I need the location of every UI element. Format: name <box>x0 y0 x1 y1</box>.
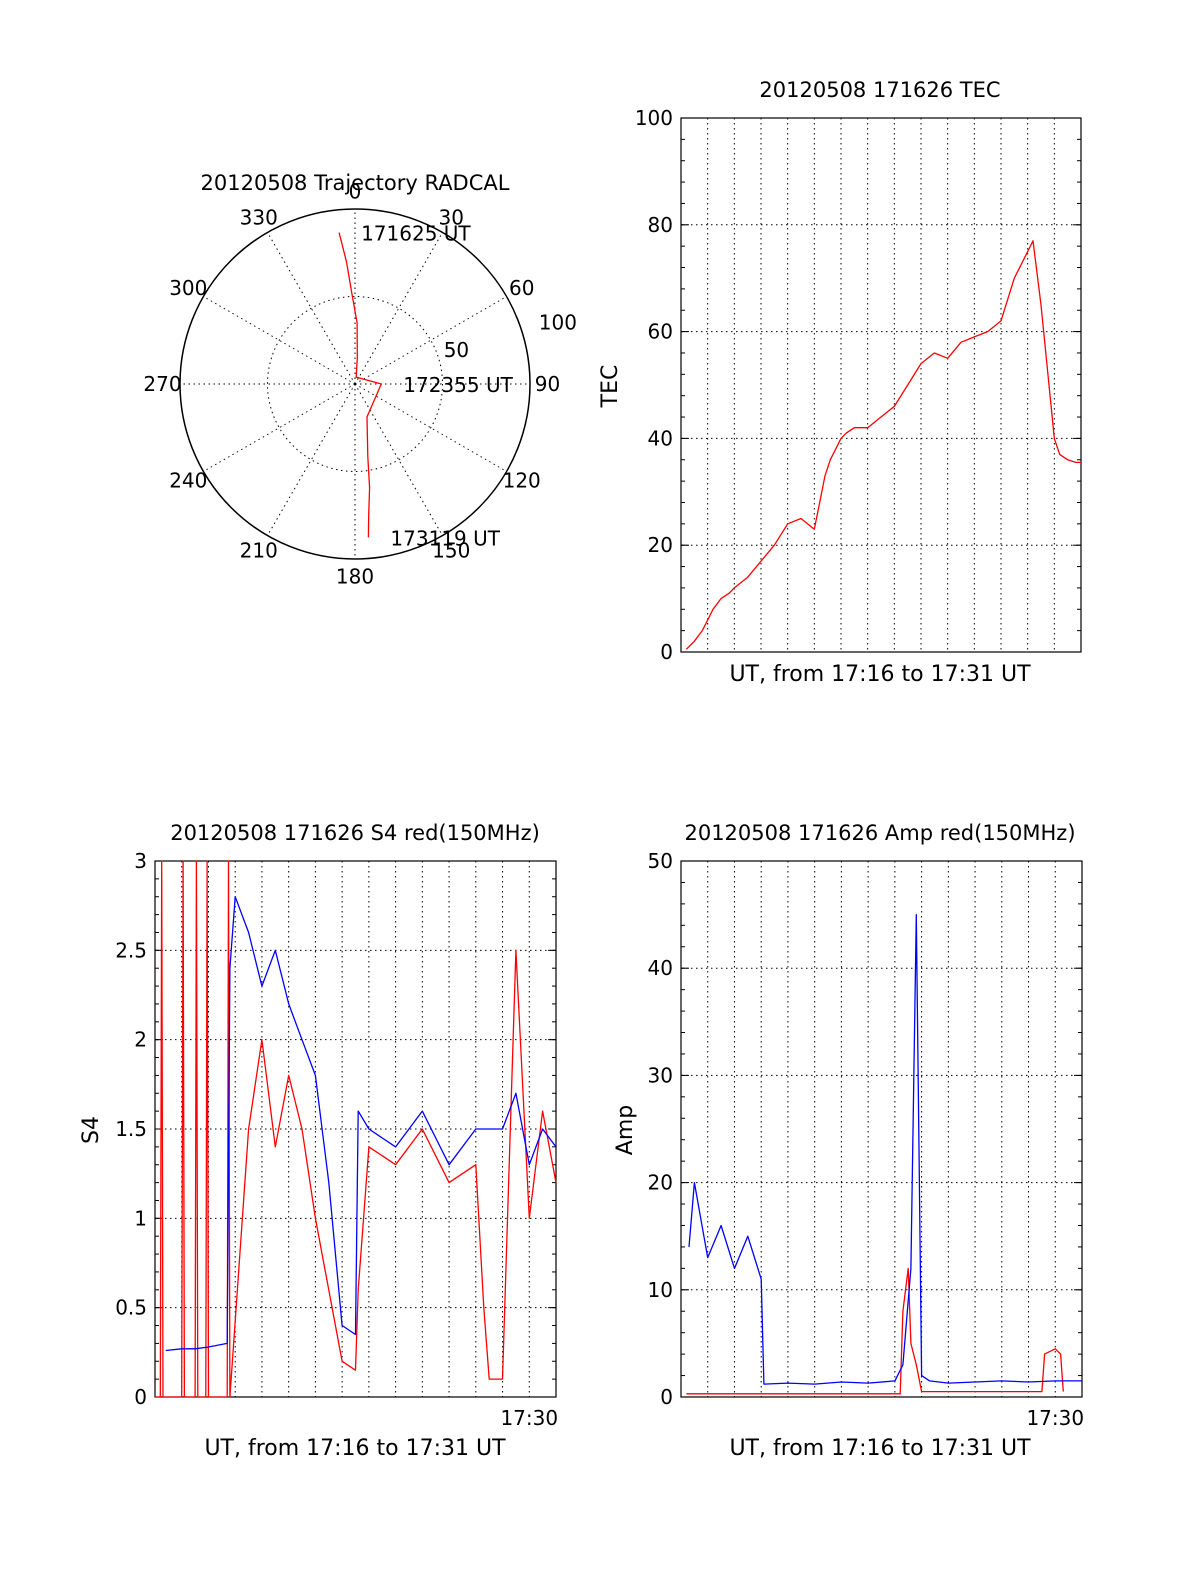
amp-ytick-label: 10 <box>648 1278 673 1302</box>
amp-ytick-label: 30 <box>648 1063 673 1087</box>
polar-angle-label: 240 <box>169 468 207 492</box>
amp-series-line <box>686 1267 1064 1395</box>
trajectory-polar-chart: 20120508 Trajectory RADCAL 0 30 60 90 120 150… <box>143 171 577 589</box>
amp-ytick-label: 0 <box>660 1385 673 1409</box>
tec-ytick-label: 80 <box>648 213 673 237</box>
tec-x-axis-label: UT, from 17:16 to 17:31 UT <box>729 662 1031 687</box>
polar-spoke-240 <box>203 383 356 472</box>
s4-xtick-label: 17:30 <box>500 1406 558 1430</box>
s4-ytick-label: 1.5 <box>115 1117 147 1141</box>
polar-angle-label: 270 <box>143 372 181 396</box>
s4-plot-frame <box>154 860 557 1398</box>
tec-plot-frame <box>680 117 1082 653</box>
amp-title: 20120508 171626 Amp red(150MHz) <box>684 821 1075 845</box>
s4-ytick-label: 3 <box>134 849 147 873</box>
s4-ytick-label: 2 <box>134 1028 147 1052</box>
polar-spoke-30 <box>354 232 443 385</box>
s4-chart: 20120508 171626 S4 red(150MHz) UT, from … <box>79 821 558 1461</box>
s4-x-axis-label: UT, from 17:16 to 17:31 UT <box>204 1436 506 1461</box>
trajectory-time-annotation: 172355 UT <box>403 373 513 397</box>
polar-spoke-150 <box>354 383 443 536</box>
polar-outer-ring <box>179 208 531 560</box>
polar-angle-label: 90 <box>535 372 560 396</box>
s4-series-line <box>165 896 557 1352</box>
amp-ytick-label: 20 <box>648 1171 673 1195</box>
polar-ring-label: 100 <box>539 311 577 335</box>
tec-ytick-label: 60 <box>648 320 673 344</box>
s4-series-line <box>155 860 557 1398</box>
polar-angle-label: 120 <box>503 468 541 492</box>
polar-ring-50 <box>267 296 443 472</box>
polar-angle-label: 330 <box>240 205 278 229</box>
tec-ytick-label: 0 <box>660 640 673 664</box>
trajectory-time-annotation: 171625 UT <box>361 222 471 246</box>
tec-ytick-label: 20 <box>648 533 673 557</box>
s4-ytick-label: 0 <box>134 1385 147 1409</box>
tec-y-axis-label: TEC <box>598 365 623 409</box>
s4-ytick-label: 1 <box>134 1206 147 1230</box>
amp-y-axis-label: Amp <box>613 1105 638 1155</box>
tec-ytick-label: 100 <box>635 106 673 130</box>
polar-angle-label: 180 <box>336 565 374 589</box>
tec-ytick-label: 40 <box>648 426 673 450</box>
amp-chart: 20120508 171626 Amp red(150MHz) UT, from… <box>613 821 1084 1461</box>
polar-angle-label: 30 <box>439 205 464 229</box>
amp-ytick-label: 40 <box>648 956 673 980</box>
polar-spoke-210 <box>267 383 356 536</box>
polar-angle-label: 60 <box>509 276 534 300</box>
polar-spoke-60 <box>354 296 507 385</box>
polar-angle-label: 210 <box>240 539 278 563</box>
s4-y-axis-label: S4 <box>79 1116 104 1144</box>
polar-ring-label: 50 <box>444 338 469 362</box>
polar-spoke-300 <box>203 296 356 385</box>
amp-xtick-label: 17:30 <box>1026 1406 1084 1430</box>
amp-ytick-label: 50 <box>648 849 673 873</box>
s4-ytick-label: 2.5 <box>115 938 147 962</box>
trajectory-title: 20120508 Trajectory RADCAL <box>201 171 510 195</box>
polar-spoke-330 <box>267 232 356 385</box>
polar-angle-label: 300 <box>169 276 207 300</box>
tec-series-line <box>685 240 1081 650</box>
polar-angle-label: 150 <box>432 539 470 563</box>
polar-spoke-120 <box>354 383 507 472</box>
amp-series-line <box>688 913 1082 1385</box>
tec-title: 20120508 171626 TEC <box>759 78 1000 102</box>
polar-angle-label: 0 <box>349 180 362 204</box>
s4-ytick-label: 0.5 <box>115 1296 147 1320</box>
amp-plot-frame <box>680 860 1083 1398</box>
trajectory-series-line <box>338 232 383 538</box>
s4-title: 20120508 171626 S4 red(150MHz) <box>170 821 540 845</box>
trajectory-time-annotation: 173119 UT <box>390 526 500 550</box>
tec-chart: 20120508 171626 TEC UT, from 17:16 to 17… <box>598 78 1082 687</box>
amp-x-axis-label: UT, from 17:16 to 17:31 UT <box>729 1436 1031 1461</box>
